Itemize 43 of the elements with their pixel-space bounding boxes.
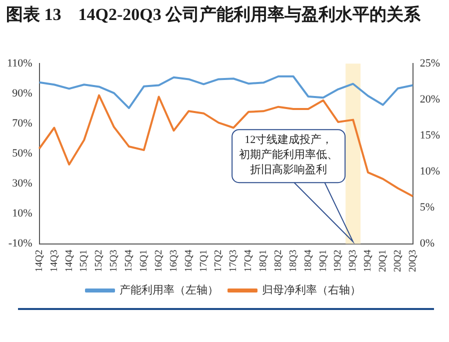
y2-tick-label: 25% [420, 57, 440, 70]
y-tick-label: 10% [12, 208, 32, 220]
x-tick-label: 16Q4 [183, 250, 194, 272]
y-tick-label: 70% [12, 118, 32, 130]
y2-tick-label: 5% [420, 202, 435, 214]
y2-tick-label: 0% [420, 238, 435, 250]
x-tick-label: 15Q1 [78, 250, 90, 272]
x-tick-label: 17Q3 [228, 250, 240, 272]
y2-tick-label: 10% [420, 166, 440, 178]
x-tick-label: 15Q3 [108, 250, 120, 272]
x-tick-label: 19Q2 [332, 250, 344, 272]
x-tick-label: 20Q2 [392, 250, 404, 272]
x-tick-label: 18Q3 [288, 250, 299, 272]
x-tick-label: 19Q1 [318, 250, 329, 272]
x-tick-label: 16Q2 [153, 250, 164, 272]
x-tick-label: 15Q2 [94, 250, 105, 272]
x-tick-label: 14Q4 [64, 250, 75, 272]
x-tick-label: 14Q2 [34, 250, 45, 272]
x-tick-label: 19Q4 [362, 250, 374, 272]
x-tick-label: 18Q4 [302, 250, 314, 272]
x-tick-label: 15Q4 [124, 250, 135, 272]
x-tick-label: 20Q1 [378, 250, 389, 272]
x-tick-label: 20Q3 [407, 250, 418, 272]
x-tick-label: 14Q3 [48, 250, 60, 272]
x-tick-label: 16Q3 [168, 250, 180, 272]
x-tick-label: 17Q2 [213, 250, 224, 272]
x-tick-label: 16Q1 [138, 250, 150, 272]
x-tick-label: 18Q2 [272, 250, 284, 272]
annotation: 12寸线建成投产，初期产能利用率低、折旧高影响盈利 [239, 132, 338, 176]
y-tick-label: 30% [12, 178, 32, 190]
y2-tick-label: 20% [420, 94, 440, 106]
y-tick-label: 110% [6, 57, 32, 70]
legend-label: 产能利用率（左轴） [120, 283, 218, 296]
y2-tick-label: 15% [420, 130, 440, 142]
x-tick-label: 17Q1 [198, 250, 210, 272]
chart-title: 图表 13 14Q2-20Q3 公司产能利用率与盈利水平的关系 [6, 4, 422, 26]
legend-label: 归母净利率（右轴） [262, 283, 361, 296]
y-tick-label: 90% [12, 88, 32, 100]
y-tick-label: -10% [8, 238, 32, 250]
x-tick-label: 17Q4 [243, 250, 254, 272]
y-tick-label: 50% [12, 148, 32, 160]
x-tick-label: 18Q1 [258, 250, 270, 272]
x-tick-label: 19Q3 [348, 250, 359, 272]
